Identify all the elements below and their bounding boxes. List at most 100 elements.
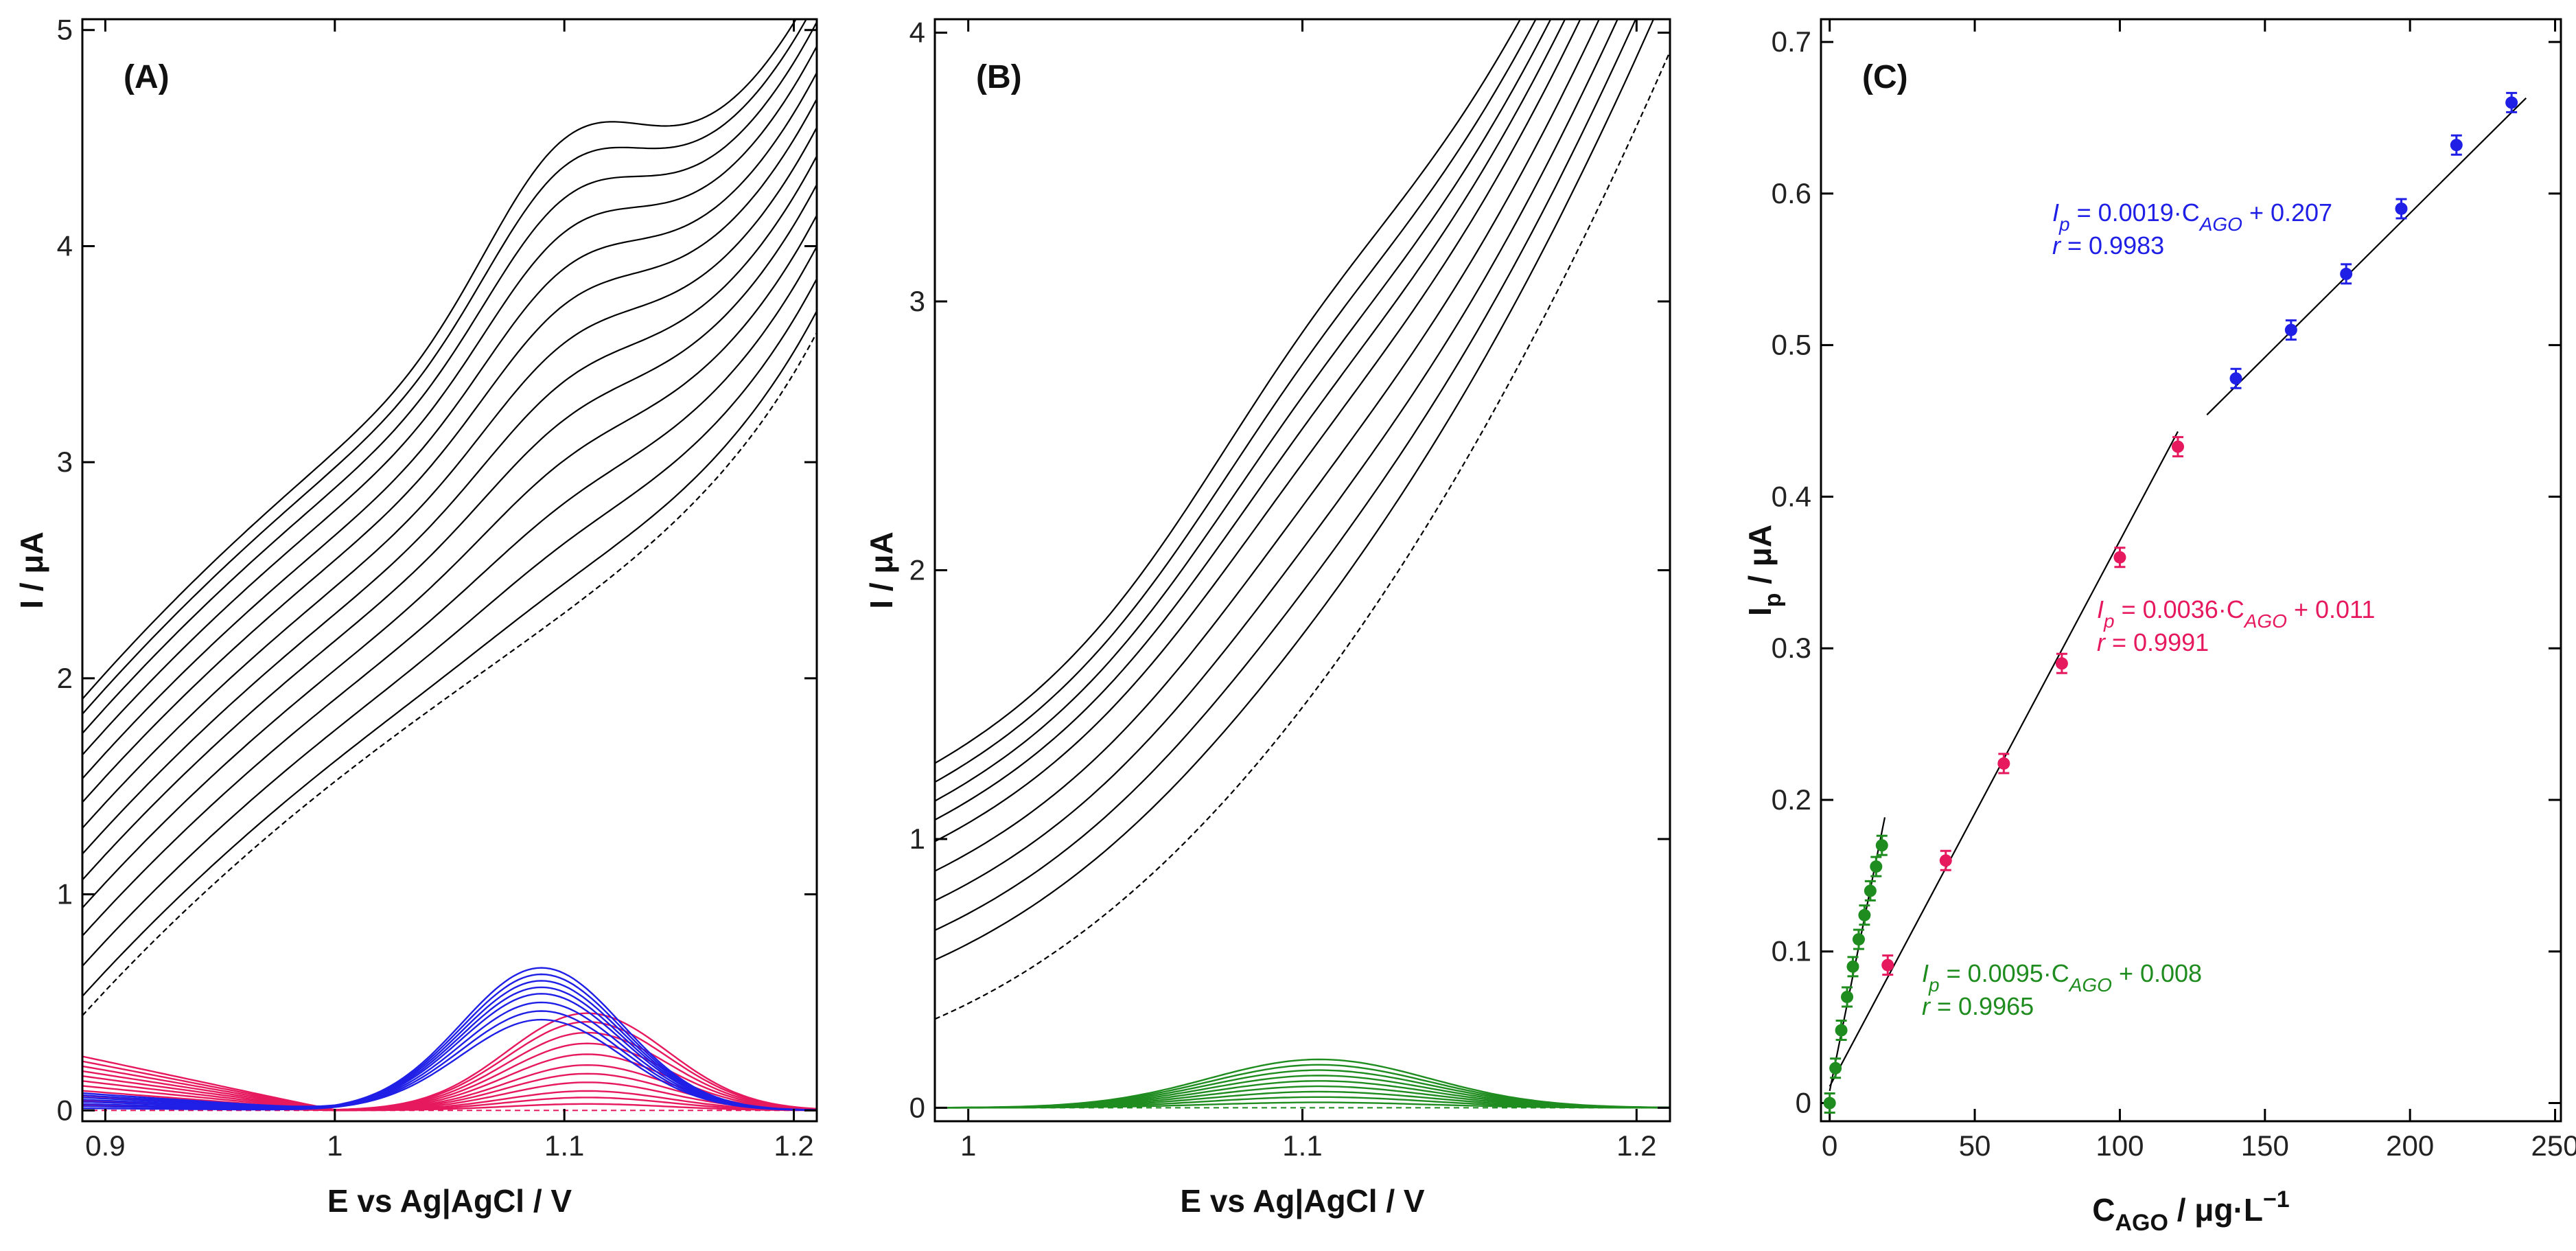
panel-c-y-tick-label: 0.6 (1772, 177, 1811, 209)
corrected-trace (82, 980, 817, 1111)
panel-c-y-axis-label: Ip / μA (1742, 525, 1786, 616)
raw-trace (935, 19, 1566, 821)
data-point-green (1858, 908, 1871, 921)
panel-c-y-tick-label: 0.7 (1772, 25, 1811, 58)
raw-trace (935, 19, 1522, 764)
panel-a-x-axis-label: E vs Ag|AgCl / V (327, 1183, 572, 1219)
data-point-blue (2505, 96, 2518, 109)
equation-lhs: I (1922, 959, 1929, 987)
data-point-pink (2055, 657, 2068, 670)
equation-r-label: r (2097, 628, 2107, 656)
raw-trace (82, 98, 817, 803)
data-point-blue (2340, 267, 2353, 280)
data-point-pink (2171, 440, 2184, 453)
data-point-pink (1939, 854, 1952, 867)
corrected-trace (82, 993, 817, 1111)
corrected-trace (82, 986, 817, 1111)
corrected-trace (82, 1012, 817, 1111)
raw-baseline-dashed (82, 332, 817, 1016)
panel-c-y-tick-label: 0.5 (1772, 329, 1811, 361)
data-point-green (1841, 990, 1854, 1003)
equation-pink: Ip = 0.0036·CAGO + 0.011 (2097, 595, 2375, 632)
corrected-trace (82, 967, 817, 1111)
data-point-blue (2229, 372, 2242, 385)
panel-b-x-tick-label: 1.1 (1282, 1129, 1322, 1162)
data-point-pink (1881, 959, 1894, 972)
panel-b-y-tick-label: 0 (909, 1091, 925, 1123)
panel-a-y-tick-label: 0 (57, 1094, 73, 1126)
data-point-green (1875, 839, 1888, 852)
corrected-trace (935, 1058, 1670, 1109)
panel-a-label: (A) (124, 59, 170, 95)
panel-b: 1 1.1 1.2 0 1 2 3 4 (B) E vs Ag|AgCl / V I / μA (863, 16, 1671, 1219)
equation-r-value: = 0.9991 (2105, 628, 2209, 656)
panel-b-y-tick-label: 2 (909, 554, 925, 586)
data-point-green (1870, 860, 1883, 873)
equation-r-value: = 0.9983 (2061, 231, 2164, 260)
panel-c-y-tick-label: 0.1 (1772, 935, 1811, 967)
panel-a-y-tick-label: 4 (57, 229, 73, 262)
panel-c-x-tick-label: 200 (2386, 1129, 2434, 1162)
panel-a-y-tick-label: 5 (57, 14, 73, 46)
equation-green: Ip = 0.0095·CAGO + 0.008 (1922, 959, 2202, 996)
panel-a-y-tick-label: 2 (57, 662, 73, 694)
raw-trace (82, 21, 817, 734)
panel-a-frame (81, 18, 818, 1123)
raw-trace (935, 19, 1637, 931)
panel-b-y-tick-label: 4 (909, 16, 925, 49)
panel-a-x-tick-label: 1 (327, 1129, 343, 1162)
raw-trace (82, 45, 817, 756)
panel-b-y-axis-label: I / μA (863, 531, 899, 608)
x-label-sub: AGO (2115, 1210, 2168, 1236)
panel-b-y-tick-label: 3 (909, 285, 925, 317)
panel-c-y-tick-label: 0 (1796, 1087, 1811, 1119)
raw-trace (935, 19, 1552, 802)
panel-b-plot (935, 19, 1670, 1109)
raw-trace (82, 19, 807, 715)
equation-mid: = 0.0036·C (2115, 595, 2244, 623)
equation-r-value: = 0.9965 (1930, 992, 2034, 1020)
corrected-trace (82, 1042, 817, 1111)
equation-mid: = 0.0019·C (2070, 198, 2200, 227)
panel-c: 0 50 100 150 200 250 0 0.1 0.2 0.3 0.4 0.5 0.6 0.7 (C)… (1742, 18, 2576, 1236)
panel-a-x-tick-label: 1.2 (774, 1129, 813, 1162)
panel-c-x-tick-label: 50 (1959, 1129, 1991, 1162)
equation-rhs: + 0.011 (2287, 595, 2375, 623)
panel-c-x-tick-label: 250 (2531, 1129, 2576, 1162)
equation-lhs-sub: p (2103, 610, 2115, 632)
raw-trace (82, 155, 817, 855)
panel-c-x-tick-label: 100 (2096, 1129, 2144, 1162)
panel-b-x-axis-label: E vs Ag|AgCl / V (1180, 1183, 1425, 1219)
equation-lhs: I (2052, 198, 2059, 227)
data-point-green (1823, 1097, 1836, 1110)
x-label-unit: / μg·L (2168, 1192, 2263, 1228)
panel-c-y-tick-label: 0.2 (1772, 783, 1811, 816)
equation-rhs: + 0.207 (2242, 198, 2332, 227)
equation-mid: = 0.0095·C (1940, 959, 2069, 987)
panel-c-y-tick-label: 0.4 (1772, 480, 1811, 512)
panel-c-frame (1820, 18, 2562, 1123)
corrected-trace (82, 1031, 817, 1111)
equation-r-green: r = 0.9965 (1922, 992, 2034, 1020)
data-point-green (1835, 1024, 1848, 1037)
data-point-blue (2395, 202, 2408, 215)
raw-trace (82, 184, 817, 881)
equation-r-label: r (2052, 231, 2062, 260)
panel-a-y-tick-label: 3 (57, 446, 73, 478)
data-point-blue (2450, 139, 2463, 152)
panel-b-x-tick-label: 1.2 (1616, 1129, 1656, 1162)
panel-a-x-tick-label: 0.9 (85, 1129, 125, 1162)
equation-r-label: r (1922, 992, 1931, 1020)
raw-trace (82, 127, 817, 829)
panel-a-y-axis-label: I / μA (14, 531, 49, 608)
raw-baseline-dashed (935, 51, 1670, 1020)
raw-trace (82, 310, 817, 997)
panel-b-y-tick-label: 1 (909, 823, 925, 855)
equation-mid-sub: AGO (2243, 610, 2287, 632)
data-point-pink (2113, 551, 2126, 564)
panel-a-plot (82, 19, 817, 1112)
corrected-trace (82, 1001, 817, 1111)
panel-a-x-tick-label: 1.1 (544, 1129, 584, 1162)
panel-b-x-tick-label: 1 (960, 1129, 976, 1162)
equation-lhs-sub: p (2058, 214, 2070, 235)
